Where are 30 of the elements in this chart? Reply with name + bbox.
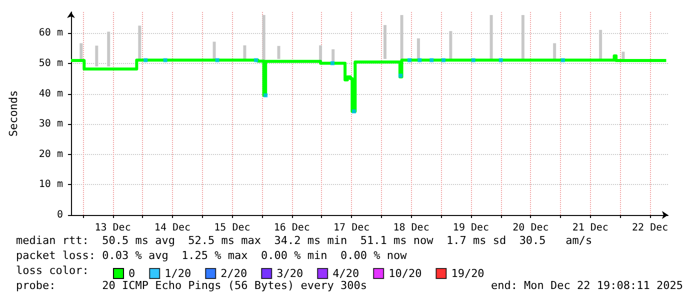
x-tick-label: 22 Dec [632, 222, 668, 234]
x-tick-label: 19 Dec [452, 222, 490, 234]
x-tick-label: 13 Dec [94, 222, 131, 234]
text: packet loss: 0.03 % avg 1.25 % max 0.00 % min 0.00 % now [16, 249, 408, 262]
x-tick-label: 16 Dec [274, 222, 310, 234]
y-tick-label: 10 m [38, 179, 63, 190]
x-tick-label: 14 Dec [154, 222, 191, 234]
legend-label: 3/20 [276, 267, 304, 280]
text: median rtt: 50.5 ms avg 52.5 ms max 34.2 ms min 51.1 ms now 1.7 ms sd 30.5 am/s [16, 234, 592, 247]
x-tick-label: 15 Dec [214, 222, 250, 234]
y-tick-label: 50 m [38, 58, 63, 70]
legend-label: 2/20 [220, 267, 248, 280]
y-axis-title: Seconds [7, 90, 20, 137]
x-tick-label: 20 Dec [512, 222, 549, 234]
y-tick-label: 20 m [38, 148, 63, 160]
text: end: Mon Dec 22 19:08:11 2025 [490, 279, 684, 292]
y-tick-label: 30 m [38, 118, 63, 130]
legend-label: 4/20 [332, 267, 360, 280]
y-tick-label: 40 m [38, 88, 63, 100]
x-tick-label: 17 Dec [334, 222, 370, 234]
legend-label: 1/20 [164, 267, 192, 280]
y-tick-label: 60 m [38, 28, 63, 39]
legend-label: 0 [128, 267, 136, 280]
legend-title: loss color: [16, 264, 89, 277]
x-tick-label: 21 Dec [572, 222, 608, 234]
legend-label: 19/20 [451, 267, 484, 280]
x-tick-label: 18 Dec [393, 222, 430, 234]
legend-label: 10/20 [388, 267, 422, 280]
y-tick-label: 0 [56, 210, 63, 220]
text: probe: 20 ICMP Echo Pings (56 Bytes) every 300s [16, 279, 367, 292]
